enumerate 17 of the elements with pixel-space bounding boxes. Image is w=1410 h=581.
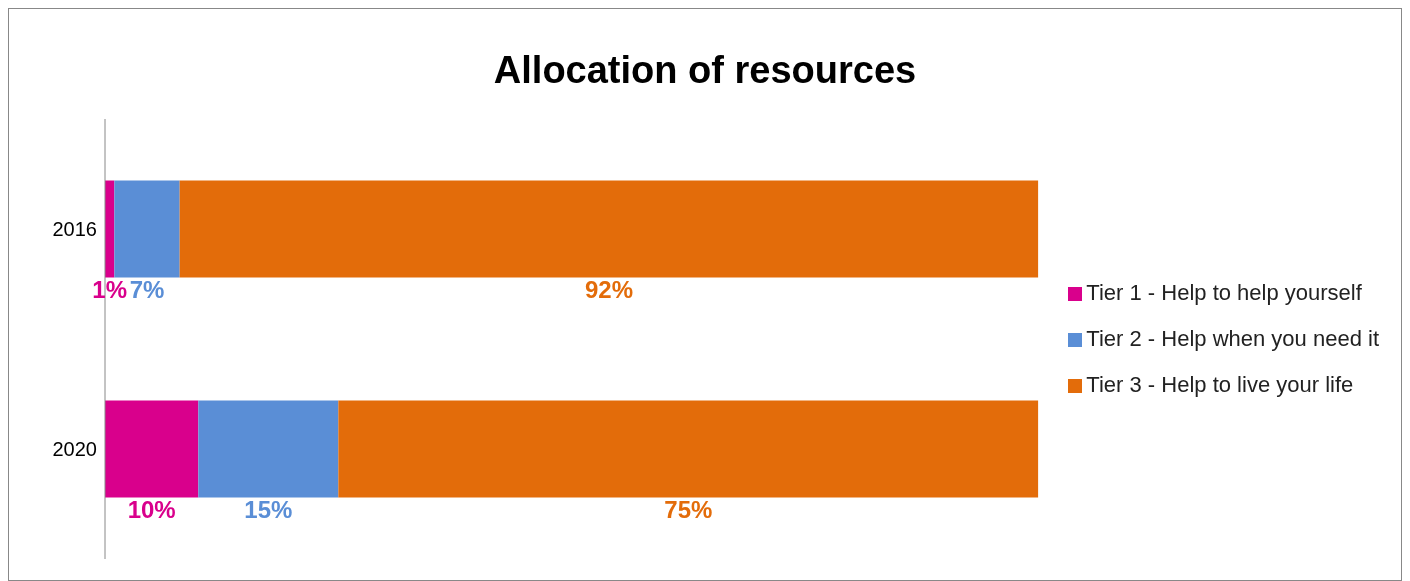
legend-label: Tier 3 - Help to live your life <box>1086 372 1354 397</box>
chart-title: Allocation of resources <box>492 49 918 93</box>
bar <box>179 180 1039 278</box>
data-label: 92% <box>584 275 634 303</box>
bar <box>105 400 199 498</box>
bar <box>198 400 339 498</box>
data-label: 10% <box>127 495 176 523</box>
legend-label: Tier 1 - Help to help yourself <box>1086 280 1362 305</box>
data-label: 15% <box>244 495 293 523</box>
data-label: 7% <box>129 275 165 303</box>
data-label: 75% <box>664 495 713 523</box>
bar <box>338 400 1039 498</box>
bar <box>114 180 180 278</box>
y-tick-label: 2020 <box>52 438 97 461</box>
legend-label: Tier 2 - Help when you need it <box>1086 326 1379 351</box>
data-label: 1% <box>92 275 128 303</box>
y-tick-label: 2016 <box>52 218 97 241</box>
